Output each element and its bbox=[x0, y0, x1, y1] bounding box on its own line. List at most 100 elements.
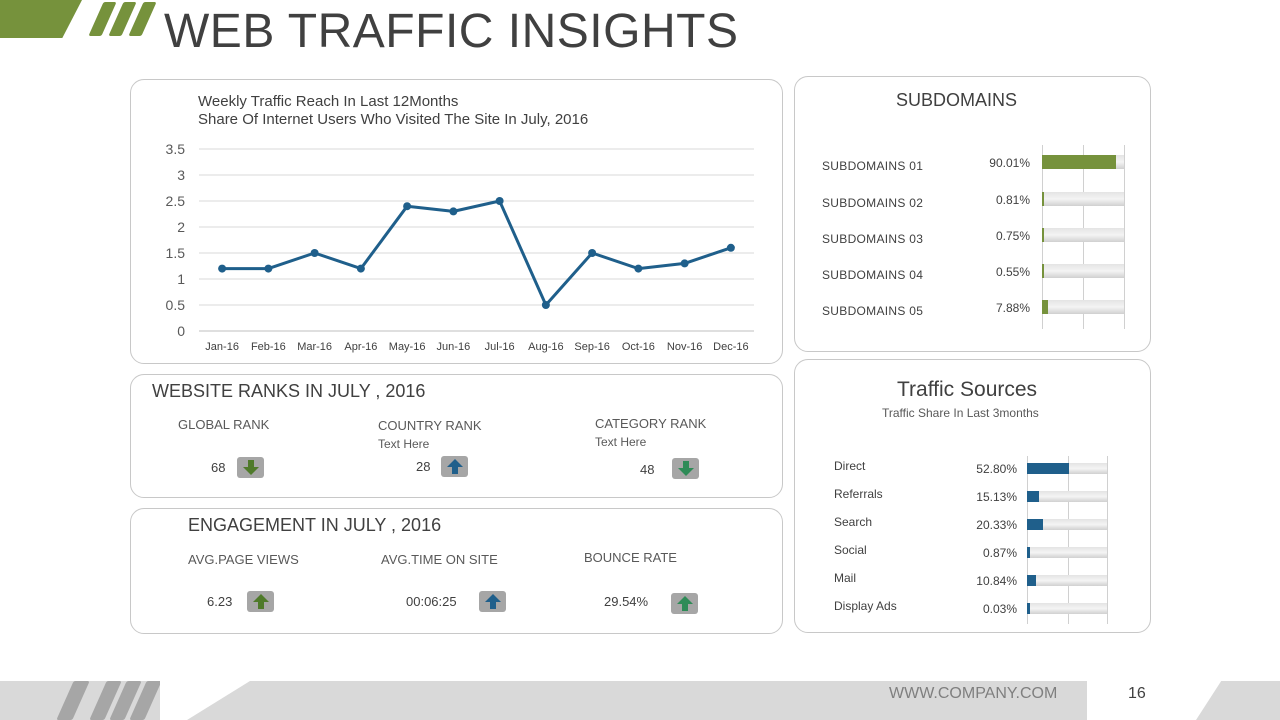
traffic-source-bar-fill bbox=[1027, 547, 1030, 558]
y-tick-label: 1 bbox=[177, 271, 185, 287]
series-line bbox=[222, 199, 732, 307]
bounce-rate-up-arrow-icon bbox=[671, 593, 698, 614]
data-point bbox=[264, 264, 273, 273]
data-point bbox=[588, 249, 597, 257]
data-point bbox=[310, 249, 319, 257]
x-tick-label: Nov-16 bbox=[667, 341, 702, 353]
ranks-title: WEBSITE RANKS IN JULY , 2016 bbox=[152, 381, 426, 401]
traffic-sources-panel: Traffic Sources Traffic Share In Last 3m… bbox=[794, 359, 1151, 633]
traffic-source-percent: 15.13% bbox=[976, 490, 1017, 504]
data-point bbox=[680, 259, 689, 268]
traffic-axis-line bbox=[1027, 456, 1028, 624]
x-tick-label: Jun-16 bbox=[437, 341, 471, 353]
series-points bbox=[218, 197, 735, 309]
x-tick-label: Oct-16 bbox=[622, 341, 655, 353]
footer-url[interactable]: WWW.COMPANY.COM bbox=[889, 685, 1058, 702]
subdomain-bar-track bbox=[1042, 228, 1124, 242]
data-point bbox=[449, 207, 458, 216]
subdomain-bar-fill bbox=[1042, 264, 1044, 278]
x-tick-label: Dec-16 bbox=[713, 341, 748, 353]
x-tick-label: Jan-16 bbox=[205, 341, 239, 353]
subdomains-title: SUBDOMAINS bbox=[896, 90, 1018, 110]
page-title: WEB TRAFFIC INSIGHTS bbox=[164, 5, 739, 58]
page-number: 16 bbox=[1128, 685, 1146, 702]
traffic-source-bar-track bbox=[1027, 519, 1107, 530]
subdomain-bar-track bbox=[1042, 155, 1124, 169]
website-ranks-panel: WEBSITE RANKS IN JULY , 2016 GLOBAL RANK… bbox=[130, 374, 783, 498]
traffic-sources-title: Traffic Sources bbox=[897, 378, 1038, 401]
subdomain-percent: 90.01% bbox=[989, 156, 1030, 170]
traffic-source-bar-fill bbox=[1027, 575, 1036, 586]
subdomain-percent: 0.55% bbox=[995, 265, 1030, 279]
country-rank-subtext: Text Here bbox=[378, 437, 430, 451]
engagement-title: ENGAGEMENT IN JULY , 2016 bbox=[188, 515, 442, 535]
subdomain-label: SUBDOMAINS 03 bbox=[822, 232, 924, 246]
traffic-sources-subtitle: Traffic Share In Last 3months bbox=[882, 406, 1039, 420]
time-on-site-up-arrow-icon bbox=[479, 591, 506, 612]
subdomain-label: SUBDOMAINS 04 bbox=[822, 268, 924, 282]
traffic-source-bar-fill bbox=[1027, 603, 1030, 614]
data-point bbox=[634, 264, 643, 273]
traffic-source-bar-track bbox=[1027, 547, 1107, 558]
bounce-rate-label: BOUNCE RATE bbox=[584, 550, 677, 565]
country-rank-label: COUNTRY RANK bbox=[378, 418, 482, 433]
traffic-chart-panel: Weekly Traffic Reach In Last 12Months Sh… bbox=[130, 79, 783, 364]
page-views-label: AVG.PAGE VIEWS bbox=[188, 552, 299, 567]
traffic-source-bar-fill bbox=[1027, 519, 1044, 530]
x-tick-label: Feb-16 bbox=[251, 341, 286, 353]
traffic-source-label: Referrals bbox=[834, 487, 883, 501]
y-tick-label: 3.5 bbox=[166, 141, 186, 157]
header-accent-bar bbox=[0, 0, 82, 38]
data-point bbox=[495, 197, 504, 205]
traffic-source-percent: 10.84% bbox=[976, 574, 1017, 588]
y-tick-label: 3 bbox=[177, 167, 185, 183]
traffic-source-label: Mail bbox=[834, 571, 857, 585]
subdomain-label: SUBDOMAINS 05 bbox=[822, 304, 924, 318]
traffic-source-bar-fill bbox=[1027, 491, 1040, 502]
data-point bbox=[218, 264, 227, 273]
data-point bbox=[541, 301, 550, 309]
category-rank-down-arrow-icon bbox=[672, 458, 699, 479]
y-tick-label: 0 bbox=[177, 323, 185, 339]
subdomains-grid-line bbox=[1124, 145, 1125, 329]
chart-subtitle: Share Of Internet Users Who Visited The … bbox=[198, 111, 589, 128]
subdomain-bar-track bbox=[1042, 264, 1124, 278]
traffic-source-bar-track bbox=[1027, 603, 1107, 614]
subdomain-label: SUBDOMAINS 02 bbox=[822, 196, 924, 210]
traffic-source-bar-track bbox=[1027, 491, 1107, 502]
global-rank-value: 68 bbox=[211, 460, 226, 475]
subdomain-bar-fill bbox=[1042, 192, 1044, 206]
x-tick-label: Jul-16 bbox=[485, 341, 515, 353]
subdomain-bar-fill bbox=[1042, 300, 1049, 314]
traffic-source-percent: 52.80% bbox=[976, 462, 1017, 476]
chart-grid bbox=[199, 148, 754, 332]
subdomain-label: SUBDOMAINS 01 bbox=[822, 159, 924, 173]
bounce-rate-value: 29.54% bbox=[604, 594, 649, 609]
category-rank-label: CATEGORY RANK bbox=[595, 416, 707, 431]
traffic-source-bar-fill bbox=[1027, 463, 1070, 474]
y-tick-label: 0.5 bbox=[166, 297, 186, 313]
chart-y-axis: 0 0.5 1 1.5 2 2.5 3 3.5 bbox=[166, 141, 186, 339]
chart-title: Weekly Traffic Reach In Last 12Months bbox=[198, 93, 459, 110]
subdomain-percent: 7.88% bbox=[995, 301, 1030, 315]
traffic-source-percent: 20.33% bbox=[976, 518, 1017, 532]
traffic-grid-line bbox=[1068, 456, 1069, 624]
global-rank-down-arrow-icon bbox=[237, 457, 264, 478]
subdomain-bar-fill bbox=[1042, 155, 1116, 169]
time-on-site-value: 00:06:25 bbox=[406, 594, 457, 609]
y-tick-label: 2 bbox=[177, 219, 185, 235]
traffic-source-percent: 0.87% bbox=[982, 546, 1017, 560]
traffic-grid-line bbox=[1107, 456, 1108, 624]
footer-right-accent bbox=[1196, 681, 1280, 720]
time-on-site-label: AVG.TIME ON SITE bbox=[381, 552, 498, 567]
traffic-source-label: Search bbox=[834, 515, 873, 529]
x-tick-label: Aug-16 bbox=[528, 341, 563, 353]
x-tick-label: Apr-16 bbox=[344, 341, 377, 353]
y-tick-label: 2.5 bbox=[166, 193, 186, 209]
country-rank-up-arrow-icon bbox=[441, 456, 468, 477]
traffic-source-bar-track bbox=[1027, 575, 1107, 586]
subdomains-panel: SUBDOMAINS SUBDOMAINS 01 90.01% SUBDOMAINS… bbox=[794, 76, 1151, 352]
x-tick-label: Mar-16 bbox=[297, 341, 332, 353]
subdomain-percent: 0.81% bbox=[995, 193, 1030, 207]
y-tick-label: 1.5 bbox=[166, 245, 186, 261]
